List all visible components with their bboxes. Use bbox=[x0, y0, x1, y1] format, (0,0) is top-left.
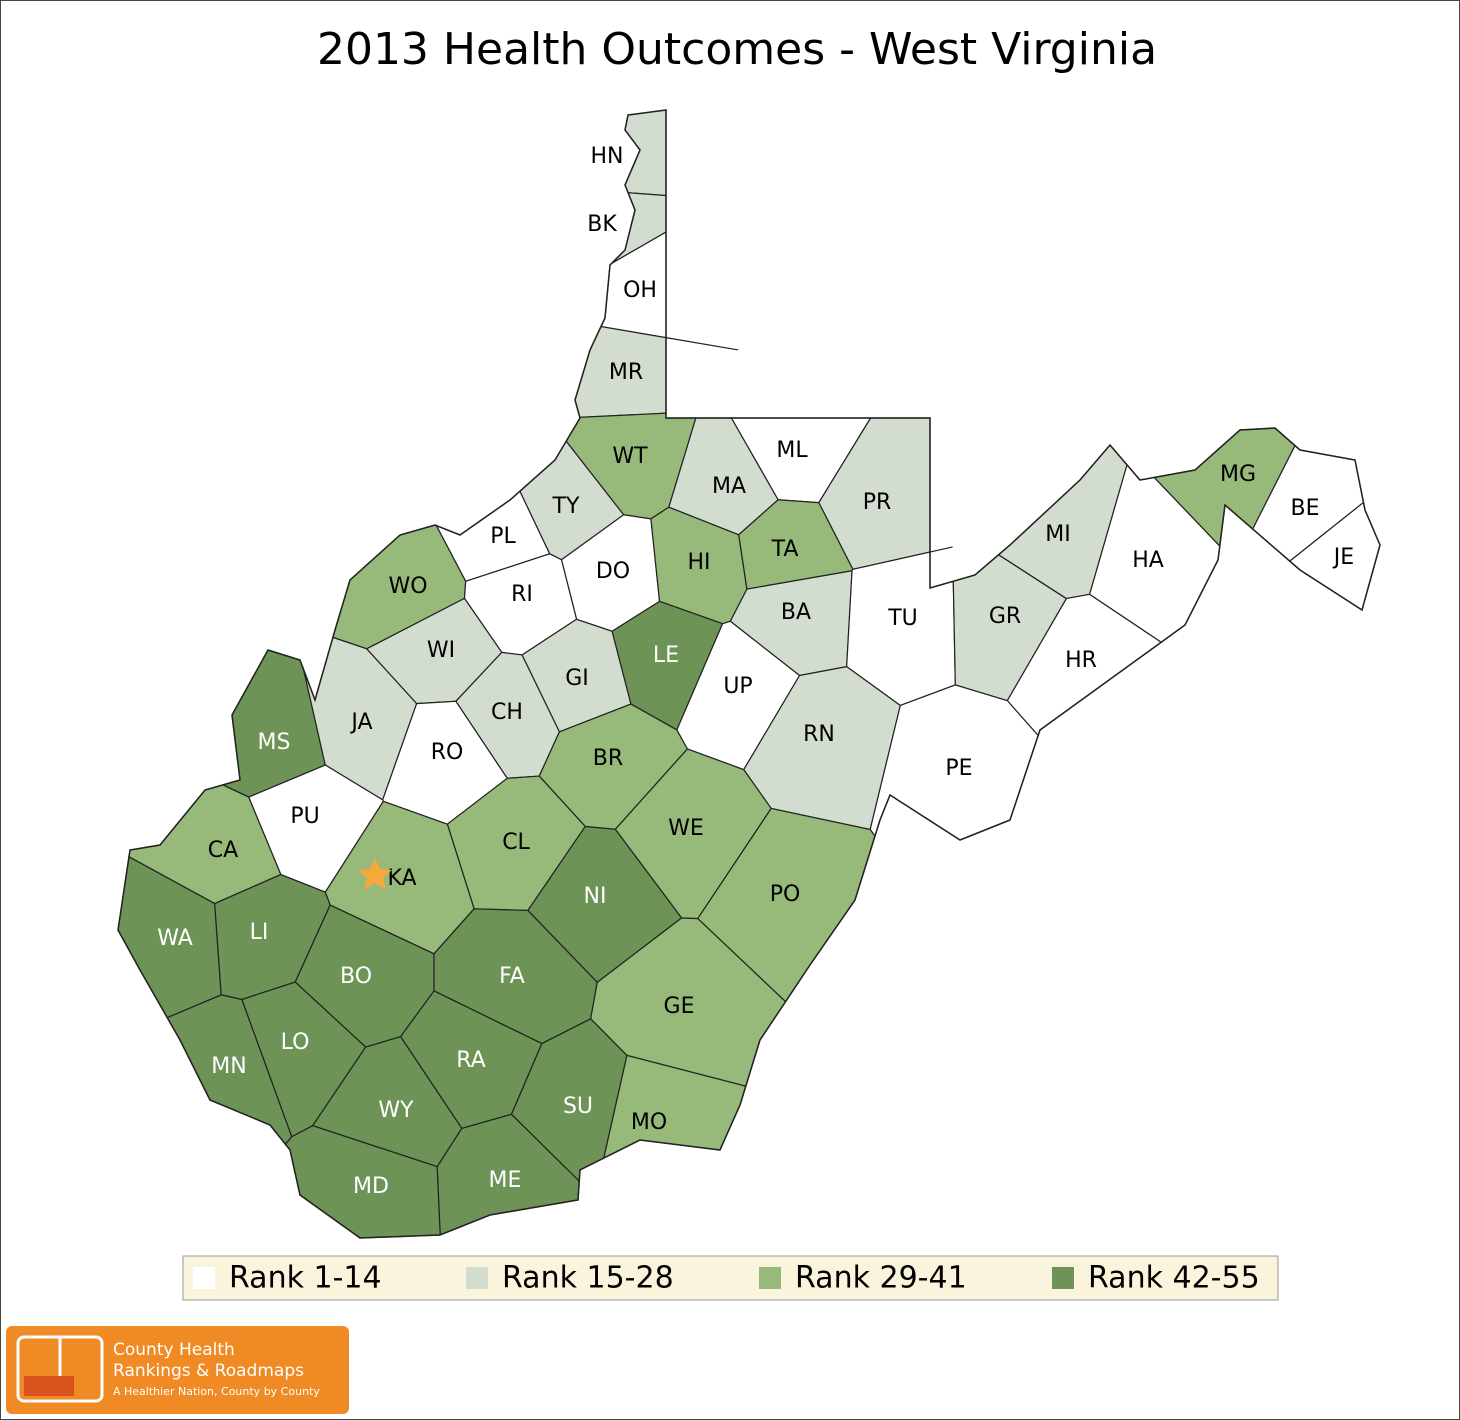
legend-label: Rank 42-55 bbox=[1088, 1261, 1260, 1296]
county-label: DO bbox=[596, 559, 630, 584]
county-label: PR bbox=[863, 490, 892, 515]
county-label: LE bbox=[653, 643, 679, 668]
capital-star bbox=[358, 858, 392, 890]
county-label: KA bbox=[387, 866, 416, 891]
county-label: TU bbox=[887, 606, 918, 631]
county-label: GI bbox=[565, 666, 589, 691]
county-label: RO bbox=[431, 740, 464, 765]
county-label: CL bbox=[502, 830, 530, 855]
legend-items: Rank 1-14 Rank 15-28 Rank 29-41 Rank 42-55 bbox=[193, 1261, 1260, 1296]
county-label: MO bbox=[631, 1110, 667, 1135]
county-label: CH bbox=[491, 700, 523, 725]
county-label: WI bbox=[427, 638, 455, 663]
county-label: HI bbox=[687, 550, 710, 575]
county-label: BR bbox=[593, 746, 623, 771]
legend-swatch bbox=[193, 1267, 215, 1289]
county-label: ME bbox=[489, 1168, 522, 1193]
county-label: PU bbox=[290, 804, 319, 829]
county-label: BK bbox=[587, 212, 617, 237]
county-label: HR bbox=[1065, 648, 1097, 673]
legend-label: Rank 29-41 bbox=[795, 1261, 967, 1296]
logo-text: Rankings & Roadmaps bbox=[113, 1361, 304, 1381]
county-label: MN bbox=[211, 1054, 246, 1079]
county-label: BE bbox=[1291, 496, 1320, 521]
county-label: WY bbox=[378, 1098, 414, 1123]
county-label: JA bbox=[349, 710, 372, 735]
county-label: BA bbox=[781, 600, 811, 625]
county-label: ML bbox=[776, 438, 808, 463]
county-label: MS bbox=[258, 730, 291, 755]
county-label: NI bbox=[584, 884, 607, 909]
title: 2013 Health Outcomes - West Virginia bbox=[317, 24, 1157, 75]
county-label: TA bbox=[771, 537, 799, 562]
logo-box bbox=[6, 1326, 349, 1414]
county-label: SU bbox=[563, 1094, 593, 1119]
legend-label: Rank 1-14 bbox=[229, 1261, 382, 1296]
county-label: MR bbox=[609, 360, 643, 385]
county-label: RN bbox=[803, 722, 835, 747]
legend-label: Rank 15-28 bbox=[502, 1261, 674, 1296]
county-label: WE bbox=[668, 816, 704, 841]
county-labels: HN BK OH MR WT ML PR MA TY PL DO HI TA WO RI BA TU GR MI HA… bbox=[157, 144, 1354, 1199]
legend-swatch bbox=[466, 1267, 488, 1289]
county-label: GR bbox=[989, 604, 1021, 629]
county-label: MI bbox=[1045, 522, 1070, 547]
county-label: HA bbox=[1132, 548, 1164, 573]
county-label: HN bbox=[591, 144, 624, 169]
county-label: PO bbox=[770, 882, 801, 907]
county-label: RI bbox=[511, 582, 533, 607]
logo-text: County Health bbox=[113, 1340, 235, 1360]
legend-swatch bbox=[759, 1267, 781, 1289]
legend bbox=[182, 1255, 1279, 1301]
county-label: GE bbox=[664, 994, 695, 1019]
county-label: WT bbox=[612, 444, 648, 469]
county-label: TY bbox=[552, 494, 580, 519]
county-label: UP bbox=[723, 674, 752, 699]
county-label: WO bbox=[388, 574, 427, 599]
county-label: CA bbox=[208, 838, 238, 863]
county-label: MG bbox=[1220, 462, 1256, 487]
counties bbox=[117, 109, 1381, 1239]
state-outline bbox=[117, 109, 1381, 1239]
county-label: RA bbox=[456, 1048, 485, 1073]
county-label: LO bbox=[281, 1030, 310, 1055]
county-label: JE bbox=[1332, 545, 1354, 570]
county-label: OH bbox=[623, 278, 657, 303]
logo-tagline: A Healthier Nation, County by County bbox=[113, 1385, 320, 1398]
county-label: PL bbox=[490, 524, 516, 549]
county-label: WA bbox=[157, 926, 193, 951]
legend-swatch bbox=[1052, 1267, 1074, 1289]
county-label: MA bbox=[712, 474, 746, 499]
county-label: FA bbox=[499, 964, 525, 989]
logo-icon-part bbox=[24, 1376, 74, 1396]
county-label: MD bbox=[353, 1174, 389, 1199]
county-label: PE bbox=[945, 756, 972, 781]
county-label: BO bbox=[340, 964, 372, 989]
county-label: LI bbox=[250, 920, 269, 945]
